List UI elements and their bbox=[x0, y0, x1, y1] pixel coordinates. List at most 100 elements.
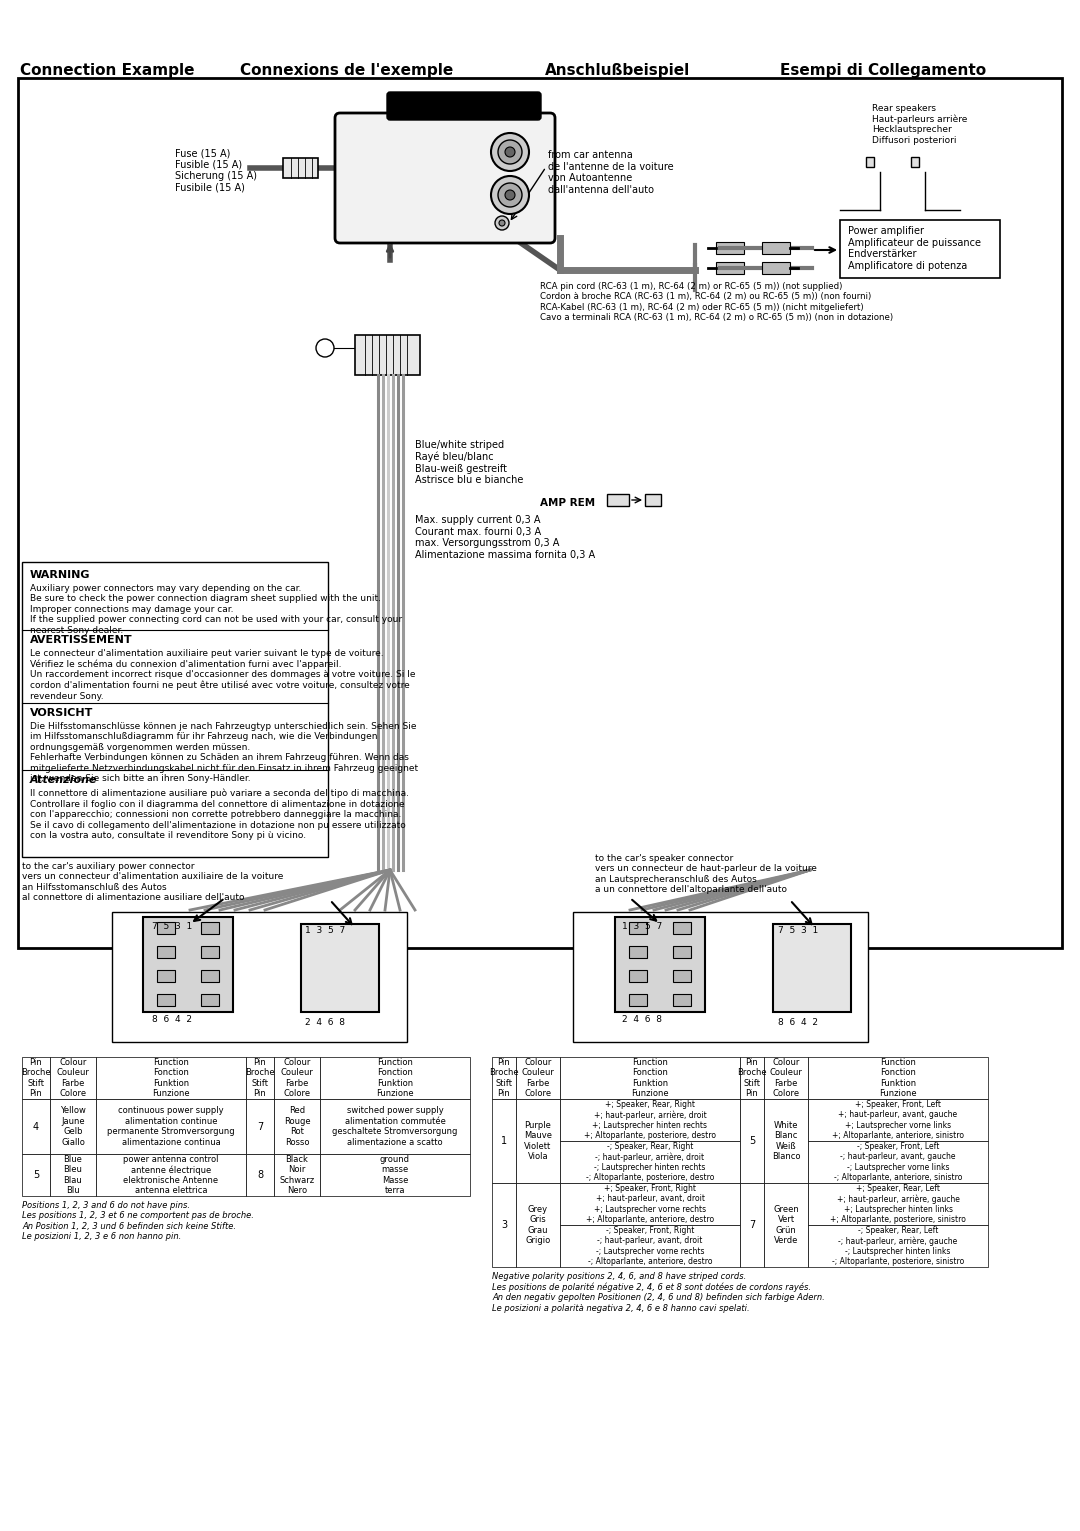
Bar bbox=[274, 1154, 320, 1196]
Circle shape bbox=[825, 952, 835, 963]
Text: Red
Rouge
Rot
Rosso: Red Rouge Rot Rosso bbox=[284, 1107, 310, 1147]
Bar bbox=[740, 1056, 764, 1099]
Bar bbox=[274, 1099, 320, 1154]
Circle shape bbox=[495, 216, 509, 230]
Text: 2  4  6  8: 2 4 6 8 bbox=[622, 1015, 662, 1024]
Circle shape bbox=[491, 133, 529, 171]
Bar bbox=[573, 912, 868, 1043]
Bar bbox=[673, 946, 691, 958]
Bar bbox=[246, 1056, 274, 1099]
FancyBboxPatch shape bbox=[335, 113, 555, 243]
Circle shape bbox=[797, 265, 805, 271]
Text: Function
Fonction
Funktion
Funzione: Function Fonction Funktion Funzione bbox=[879, 1058, 917, 1098]
Text: Anschlußbeispiel: Anschlußbeispiel bbox=[545, 63, 690, 78]
Text: VORSICHT: VORSICHT bbox=[30, 707, 93, 718]
Bar bbox=[201, 922, 219, 934]
Bar bbox=[516, 1099, 561, 1183]
Circle shape bbox=[498, 184, 522, 207]
Bar bbox=[157, 922, 175, 934]
Text: 5: 5 bbox=[322, 343, 328, 354]
Bar bbox=[740, 1183, 764, 1268]
Bar bbox=[561, 1183, 740, 1225]
Text: Yellow
Jaune
Gelb
Giallo: Yellow Jaune Gelb Giallo bbox=[60, 1107, 86, 1147]
Circle shape bbox=[498, 139, 522, 164]
Text: Connexions de l'exemple: Connexions de l'exemple bbox=[240, 63, 454, 78]
Text: Colour
Couleur
Farbe
Colore: Colour Couleur Farbe Colore bbox=[522, 1058, 554, 1098]
Bar bbox=[112, 912, 407, 1043]
Bar bbox=[22, 1099, 50, 1154]
Bar bbox=[50, 1154, 96, 1196]
Circle shape bbox=[825, 931, 835, 942]
Bar bbox=[808, 1183, 988, 1225]
Bar bbox=[22, 562, 328, 857]
Text: Function
Fonction
Funktion
Funzione: Function Fonction Funktion Funzione bbox=[631, 1058, 669, 1098]
Text: +; Speaker, Rear, Right
+; haut-parleur, arrière, droit
+; Lautsprecher hinten r: +; Speaker, Rear, Right +; haut-parleur,… bbox=[584, 1099, 716, 1141]
Bar bbox=[50, 1099, 96, 1154]
Circle shape bbox=[318, 931, 327, 942]
Bar bbox=[673, 971, 691, 981]
Circle shape bbox=[353, 975, 363, 984]
Text: WARNING: WARNING bbox=[30, 570, 91, 580]
Bar bbox=[96, 1056, 246, 1099]
Bar bbox=[516, 1183, 561, 1268]
Text: continuous power supply
alimentation continue
permanente Stromversorgung
aliment: continuous power supply alimentation con… bbox=[107, 1107, 234, 1147]
Text: 1  3  5  7: 1 3 5 7 bbox=[305, 926, 346, 935]
Text: power antenna control
antenne électrique
elektronische Antenne
antenna elettrica: power antenna control antenne électrique… bbox=[123, 1154, 219, 1196]
Text: Black
Noir
Schwarz
Nero: Black Noir Schwarz Nero bbox=[280, 1154, 314, 1196]
Text: 7: 7 bbox=[257, 1122, 264, 1131]
Text: Positions 1, 2, 3 and 6 do not have pins.
Les positions 1, 2, 3 et 6 ne comporte: Positions 1, 2, 3 and 6 do not have pins… bbox=[22, 1200, 254, 1242]
Text: Blue
Bleu
Blau
Blu: Blue Bleu Blau Blu bbox=[64, 1154, 82, 1196]
Bar bbox=[96, 1154, 246, 1196]
Bar bbox=[201, 971, 219, 981]
Text: +; Speaker, Rear, Left
+; haut-parleur, arrière, gauche
+; Lautsprecher hinten l: +; Speaker, Rear, Left +; haut-parleur, … bbox=[831, 1183, 966, 1225]
Text: Fuse (15 A)
Fusible (15 A)
Sicherung (15 A)
Fusibile (15 A): Fuse (15 A) Fusible (15 A) Sicherung (15… bbox=[175, 149, 257, 193]
Bar bbox=[18, 78, 1062, 948]
Bar bbox=[355, 335, 420, 375]
Circle shape bbox=[353, 952, 363, 963]
Circle shape bbox=[353, 997, 363, 1007]
Bar bbox=[629, 994, 647, 1006]
Text: Function
Fonction
Funktion
Funzione: Function Fonction Funktion Funzione bbox=[376, 1058, 414, 1098]
Bar bbox=[808, 1056, 988, 1099]
Bar bbox=[201, 946, 219, 958]
Bar bbox=[615, 917, 705, 1012]
Circle shape bbox=[789, 997, 799, 1007]
Text: 2  4  6  8: 2 4 6 8 bbox=[305, 1018, 345, 1027]
Text: 1  3  5  7: 1 3 5 7 bbox=[622, 922, 662, 931]
Text: Pin
Broche
Stift
Pin: Pin Broche Stift Pin bbox=[245, 1058, 274, 1098]
Circle shape bbox=[499, 220, 505, 227]
Text: RCA pin cord (RC-63 (1 m), RC-64 (2 m) or RC-65 (5 m)) (not supplied)
Cordon à b: RCA pin cord (RC-63 (1 m), RC-64 (2 m) o… bbox=[540, 282, 893, 322]
Text: Pin
Broche
Stift
Pin: Pin Broche Stift Pin bbox=[738, 1058, 767, 1098]
Bar bbox=[716, 262, 744, 274]
Circle shape bbox=[825, 975, 835, 984]
Bar bbox=[740, 1099, 764, 1183]
Text: 4: 4 bbox=[32, 1122, 39, 1131]
Circle shape bbox=[797, 245, 805, 251]
Bar bbox=[246, 1099, 274, 1154]
Text: to the car's auxiliary power connector
vers un connecteur d'alimentation auxilia: to the car's auxiliary power connector v… bbox=[22, 862, 283, 902]
Bar bbox=[764, 1099, 808, 1183]
Bar bbox=[629, 922, 647, 934]
Text: 1: 1 bbox=[501, 1136, 508, 1147]
Text: Auxiliary power connectors may vary depending on the car.
Be sure to check the p: Auxiliary power connectors may vary depe… bbox=[30, 583, 402, 635]
Bar bbox=[274, 1056, 320, 1099]
Text: 7  5  3  1: 7 5 3 1 bbox=[152, 922, 192, 931]
Text: Attenzione: Attenzione bbox=[30, 775, 97, 785]
Bar bbox=[808, 1141, 988, 1183]
Text: +; Speaker, Front, Left
+; haut-parleur, avant, gauche
+; Lautsprecher vorne lin: +; Speaker, Front, Left +; haut-parleur,… bbox=[832, 1099, 964, 1141]
Text: Power amplifier
Amplificateur de puissance
Endverstärker
Amplificatore di potenz: Power amplifier Amplificateur de puissan… bbox=[848, 227, 981, 271]
Bar bbox=[764, 1056, 808, 1099]
Bar bbox=[764, 1183, 808, 1268]
Bar bbox=[22, 1154, 50, 1196]
Text: Rear speakers
Haut-parleurs arrière
Hecklautsprecher
Diffusori posteriori: Rear speakers Haut-parleurs arrière Heck… bbox=[872, 104, 968, 145]
Bar bbox=[246, 1154, 274, 1196]
Bar bbox=[157, 971, 175, 981]
Text: to the car's speaker connector
vers un connecteur de haut-parleur de la voiture
: to the car's speaker connector vers un c… bbox=[595, 854, 816, 894]
Text: Colour
Couleur
Farbe
Colore: Colour Couleur Farbe Colore bbox=[770, 1058, 802, 1098]
FancyBboxPatch shape bbox=[387, 92, 541, 119]
Bar bbox=[912, 158, 919, 167]
Bar bbox=[492, 1056, 516, 1099]
Bar bbox=[320, 1154, 470, 1196]
Text: Max. supply current 0,3 A
Courant max. fourni 0,3 A
max. Versorgungsstrom 0,3 A
: Max. supply current 0,3 A Courant max. f… bbox=[415, 514, 595, 560]
Bar bbox=[716, 242, 744, 254]
